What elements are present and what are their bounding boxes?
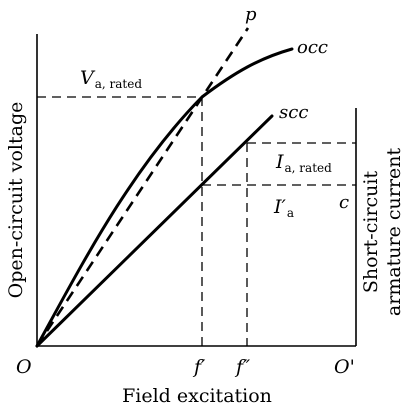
i-prime-label: I′a <box>273 196 294 220</box>
scc-line <box>35 114 274 348</box>
y-left-axis-title: Open-circuit voltage <box>5 102 27 299</box>
v-rated-label: Va, rated <box>80 67 142 91</box>
f-prime-tick-label: f′ <box>192 356 206 378</box>
i-rated-main: I <box>275 151 284 173</box>
y-right-axis-title-line2: armature current <box>383 148 405 317</box>
origin-label: O <box>16 356 32 378</box>
occ-curve <box>35 47 294 348</box>
i-prime-subscript: a <box>287 206 294 220</box>
f-double-prime-tick-label: f″ <box>234 356 250 378</box>
origin-right-label: O' <box>334 356 355 378</box>
i-prime-main: I′ <box>273 196 287 218</box>
i-rated-subscript: a, rated <box>285 161 333 175</box>
c-label: c <box>339 192 349 213</box>
scc-label: scc <box>279 102 308 123</box>
occ-label: occ <box>297 37 328 58</box>
p-label: p <box>245 4 257 25</box>
air-gap-line-p <box>35 27 250 347</box>
x-axis-title: Field excitation <box>122 385 272 407</box>
y-right-axis-title-line1: Short-circuit <box>360 171 382 294</box>
v-rated-subscript: a, rated <box>95 77 143 91</box>
i-rated-label: Ia, rated <box>275 151 332 175</box>
v-rated-main: V <box>80 67 96 89</box>
